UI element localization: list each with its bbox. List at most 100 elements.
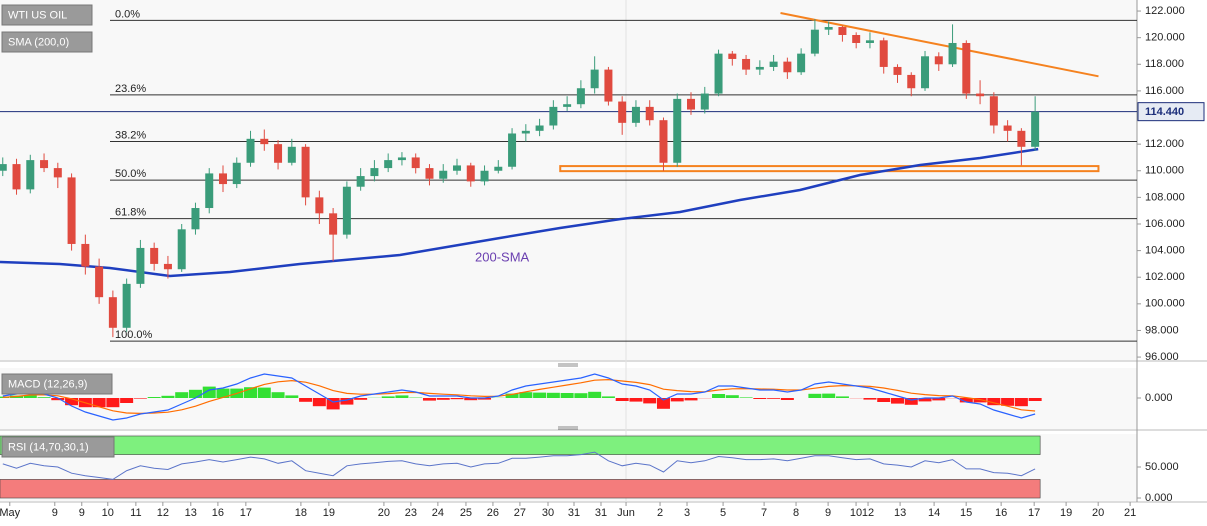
candle-body xyxy=(962,42,971,94)
sma-line xyxy=(0,147,1039,278)
macd-histogram-bar xyxy=(712,394,726,398)
rsi-band xyxy=(0,435,1041,455)
candle-body xyxy=(218,173,227,185)
macd-histogram-bar xyxy=(615,398,629,401)
x-tick-label: 8 xyxy=(793,507,799,519)
candle-body xyxy=(466,165,475,182)
macd-histogram-bar xyxy=(299,398,313,402)
candle-body xyxy=(67,177,76,244)
macd-histogram-bar xyxy=(120,398,134,403)
candle-body xyxy=(53,168,62,178)
y-tick-label: 120.000 xyxy=(1145,32,1185,44)
macd-histogram-bar xyxy=(601,396,615,398)
y-tick-label: 96.000 xyxy=(1145,351,1179,363)
candle-body xyxy=(948,42,957,65)
macd-histogram-bar xyxy=(863,398,877,400)
last-price-label: 114.440 xyxy=(1145,106,1184,118)
macd-histogram-bar xyxy=(436,398,450,400)
y-tick-label: 108.000 xyxy=(1145,191,1185,203)
macd-histogram-bar xyxy=(271,392,285,398)
x-tick-label: 2 xyxy=(657,507,663,519)
macd-line xyxy=(2,373,1036,421)
macd-histogram-bar xyxy=(560,393,574,398)
macd-histogram-bar xyxy=(395,395,409,398)
indicator-label-box[interactable] xyxy=(1,373,113,395)
candle-body xyxy=(700,93,709,110)
candle-body xyxy=(301,146,310,198)
candle-body xyxy=(810,29,819,54)
candle-body xyxy=(81,243,90,267)
legend-label: WTI US OIL xyxy=(8,9,67,21)
x-tick-label: 9 xyxy=(825,507,831,519)
candle-body xyxy=(411,157,420,169)
candle-body xyxy=(755,66,764,70)
candle-body xyxy=(1031,111,1040,147)
candle-body xyxy=(673,98,682,163)
candle-body xyxy=(480,170,489,182)
candle-body xyxy=(728,53,737,59)
x-tick-label: 25 xyxy=(460,507,472,519)
candle-body xyxy=(645,106,654,121)
x-tick-label: 7 xyxy=(761,507,767,519)
candle-body xyxy=(907,74,916,89)
plot-layer: 96.00098.000100.000102.000104.000106.000… xyxy=(0,5,1205,519)
candle-body xyxy=(893,66,902,75)
x-tick-label: 3 xyxy=(684,507,690,519)
macd-histogram-bar xyxy=(835,396,849,398)
x-tick-label: 10 xyxy=(850,507,862,519)
candle-body xyxy=(122,283,131,328)
y-tick-label: 100.000 xyxy=(1145,298,1185,310)
x-tick-label: 12 xyxy=(862,507,874,519)
y-tick-label: 0.000 xyxy=(1145,392,1173,404)
macd-histogram-bar xyxy=(643,398,657,404)
last-price-box xyxy=(1137,102,1205,122)
x-tick-label: 12 xyxy=(157,507,169,519)
candle-body xyxy=(783,61,792,73)
y-tick-label: 118.000 xyxy=(1145,58,1184,70)
macd-histogram-bar xyxy=(519,392,533,398)
candle-body xyxy=(1017,130,1026,147)
rsi-line xyxy=(2,451,1036,480)
signal-line xyxy=(2,378,1036,415)
fib-label: 0.0% xyxy=(115,8,140,20)
macd-histogram-bar xyxy=(588,391,602,398)
macd-histogram-bar xyxy=(629,398,643,402)
macd-histogram-bar xyxy=(354,398,368,400)
candle-body xyxy=(976,93,985,97)
y-tick-label: 98.000 xyxy=(1145,324,1179,336)
macd-histogram-bar xyxy=(670,398,684,402)
candle-body xyxy=(742,58,751,70)
x-tick-label: 15 xyxy=(960,507,972,519)
macd-histogram-bar xyxy=(340,398,354,405)
macd-histogram-bar xyxy=(656,398,670,409)
indicator-label-box[interactable] xyxy=(1,436,115,458)
macd-histogram-bar xyxy=(767,398,781,399)
candle-body xyxy=(604,69,613,102)
y-tick-label: 104.000 xyxy=(1145,245,1185,257)
rsi-band xyxy=(0,479,1041,499)
candle-body xyxy=(205,173,214,209)
candle-body xyxy=(453,165,462,171)
macd-histogram-bar xyxy=(51,398,65,401)
macd-histogram-bar xyxy=(1001,398,1015,406)
x-tick-label: 24 xyxy=(432,507,444,519)
x-tick-label: 13 xyxy=(185,507,197,519)
legend-box[interactable] xyxy=(1,4,93,26)
x-tick-label: 18 xyxy=(295,507,307,519)
candle-body xyxy=(714,53,723,94)
candle-body xyxy=(177,229,186,270)
x-tick-label: 17 xyxy=(1028,507,1040,519)
macd-histogram-bar xyxy=(161,395,175,398)
y-tick-label: 106.000 xyxy=(1145,218,1185,230)
macd-histogram-bar xyxy=(780,398,794,400)
legend-label: SMA (200,0) xyxy=(8,36,69,48)
candle-body xyxy=(246,138,255,163)
x-tick-label: 10 xyxy=(102,507,114,519)
legend-box[interactable] xyxy=(1,31,93,53)
candle-body xyxy=(879,40,888,67)
macd-histogram-bar xyxy=(739,397,753,398)
x-tick-label: 17 xyxy=(240,507,252,519)
candle-body xyxy=(989,96,998,126)
candle-body xyxy=(397,157,406,161)
candle-body xyxy=(590,69,599,89)
